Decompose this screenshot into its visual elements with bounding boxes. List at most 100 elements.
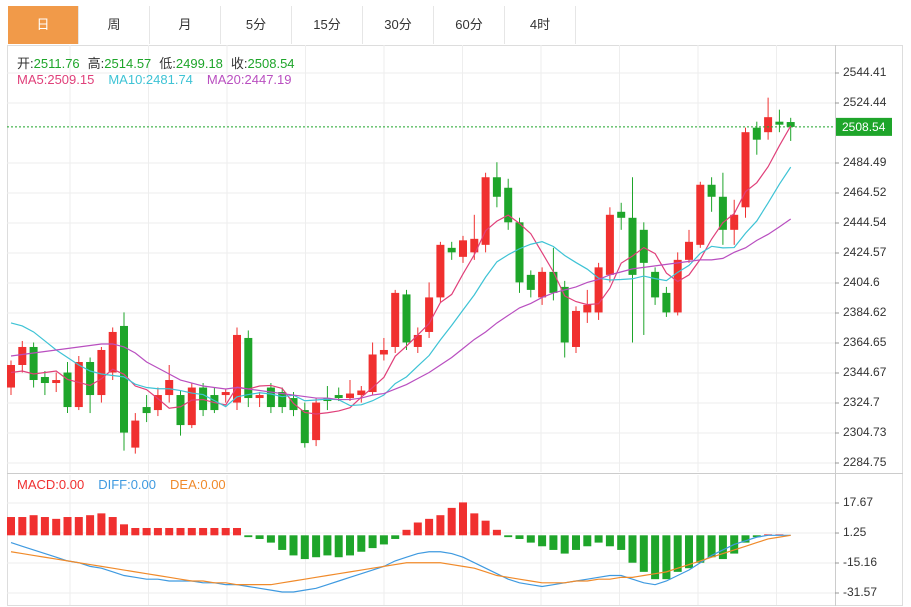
- candle-body: [651, 271, 660, 298]
- y-tick-label: 2404.6: [843, 275, 880, 289]
- macd-bar: [312, 535, 321, 558]
- candle-body: [18, 346, 27, 365]
- last-price-label: 2508.54: [842, 120, 886, 134]
- candle-body: [165, 380, 174, 396]
- y-tick-label: 2324.7: [843, 395, 880, 409]
- macd-bar: [221, 527, 230, 536]
- macd-bar: [131, 527, 140, 536]
- macd-bar: [379, 535, 388, 545]
- macd-bar: [594, 535, 603, 543]
- macd-bar: [97, 513, 106, 536]
- candle-body: [187, 387, 196, 426]
- candle-body: [142, 407, 151, 414]
- tab[interactable]: 30分: [363, 6, 434, 44]
- macd-bar: [108, 517, 117, 536]
- macd-bar: [504, 535, 513, 538]
- macd-bar: [289, 535, 298, 556]
- macd-bar: [492, 529, 501, 536]
- y-tick-label: 2384.62: [843, 305, 887, 319]
- legend-item: DIFF:0.00: [98, 477, 156, 492]
- tab[interactable]: 60分: [434, 6, 505, 44]
- macd-bar: [165, 527, 174, 536]
- candle-body: [40, 377, 49, 384]
- macd-bar: [176, 527, 185, 536]
- macd-bar: [300, 535, 309, 560]
- candle-body: [583, 304, 592, 313]
- macd-bar: [572, 535, 580, 550]
- macd-bar: [266, 535, 275, 543]
- candle-body: [707, 184, 716, 197]
- macd-bar: [391, 535, 400, 539]
- macd-bar: [481, 520, 490, 536]
- macd-bar: [334, 535, 343, 558]
- macd-bar: [402, 529, 411, 536]
- candle-body: [628, 217, 637, 275]
- ohlc-item: 低:2499.18: [159, 53, 223, 72]
- macd-bar: [617, 535, 626, 550]
- legend-value: 0.00: [58, 477, 85, 492]
- candle-body: [685, 241, 693, 260]
- candle-body: [7, 364, 15, 388]
- legend-value: 2447.19: [244, 72, 292, 87]
- tab[interactable]: 5分: [221, 6, 292, 44]
- macd-bar: [718, 535, 727, 560]
- ohlc-label: 低:: [159, 56, 176, 71]
- candle-body: [120, 325, 128, 433]
- macd-bar: [187, 527, 196, 536]
- candle-body: [29, 346, 38, 381]
- macd-legend: MACD:0.00 DIFF:0.00 DEA:0.00: [17, 477, 234, 492]
- candle-body: [300, 410, 309, 444]
- tab[interactable]: 15分: [292, 6, 363, 44]
- candle-body: [357, 390, 366, 396]
- ohlc-value: 2508.54: [247, 56, 295, 71]
- tab[interactable]: 周: [79, 6, 150, 44]
- macd-bar: [278, 535, 287, 550]
- candle-body: [379, 349, 388, 355]
- ohlc-item: 开:2511.76: [17, 53, 80, 72]
- candle-body: [481, 177, 490, 245]
- candle-body: [549, 271, 558, 293]
- y-tick-label: 2304.73: [843, 425, 887, 439]
- legend-item: MA20:2447.19: [207, 72, 292, 87]
- candle-body: [492, 177, 501, 197]
- macd-bar: [199, 527, 208, 536]
- candle-body: [334, 395, 343, 399]
- y-tick-label: -15.16: [843, 555, 877, 569]
- y-tick-label: 17.67: [843, 495, 873, 509]
- legend-value: 0.00: [130, 477, 157, 492]
- tab[interactable]: 4时: [505, 6, 576, 44]
- candle-body: [176, 395, 185, 426]
- macd-bar: [605, 535, 614, 547]
- candle-body: [538, 271, 547, 298]
- candle-body: [346, 393, 354, 399]
- tab[interactable]: 日: [8, 6, 79, 44]
- y-tick-label: 2544.41: [843, 65, 887, 79]
- macd-bar: [357, 535, 366, 552]
- candle-body: [425, 297, 434, 332]
- macd-bar: [628, 535, 637, 563]
- candle-body: [741, 132, 750, 208]
- ohlc-item: 收:2508.54: [231, 53, 295, 72]
- candle-body: [594, 267, 603, 313]
- candle-body: [560, 286, 569, 343]
- macd-bar: [707, 535, 716, 558]
- ohlc-item: 高:2514.57: [88, 53, 152, 72]
- macd-bar: [29, 515, 38, 536]
- candle-body: [52, 380, 61, 384]
- y-tick-label: 2424.57: [843, 245, 887, 259]
- y-tick-label: -31.57: [843, 585, 877, 599]
- candle-body: [764, 117, 773, 133]
- tab[interactable]: 月: [150, 6, 221, 44]
- candle-body: [86, 361, 95, 396]
- macd-bar: [425, 518, 434, 536]
- candle-body: [617, 211, 626, 218]
- candle-body: [278, 392, 287, 408]
- y-tick-label: 2444.54: [843, 215, 887, 229]
- macd-bar: [86, 515, 95, 536]
- macd-bar: [470, 513, 479, 536]
- macd-bar: [515, 535, 524, 539]
- candle-body: [266, 387, 275, 408]
- candle-body: [470, 238, 479, 253]
- legend-value: 2509.15: [47, 72, 95, 87]
- y-tick-label: 2284.75: [843, 455, 887, 469]
